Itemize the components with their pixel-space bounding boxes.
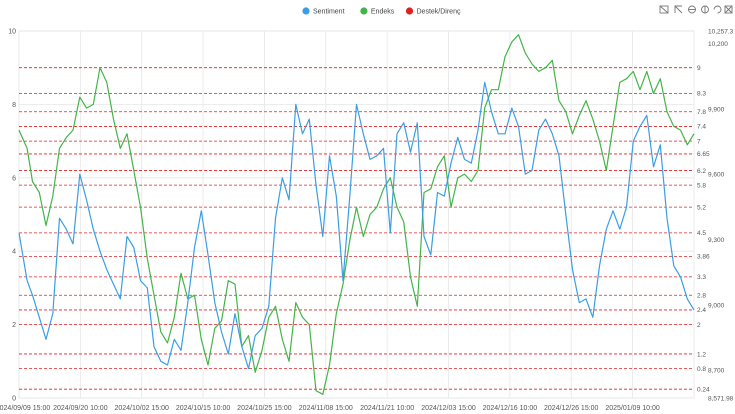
grid <box>18 30 695 399</box>
plot-frame <box>18 30 695 399</box>
data-view-icon[interactable] <box>701 5 709 14</box>
restore-icon[interactable] <box>688 5 696 14</box>
y-left-tick-label: 6 <box>12 175 16 182</box>
legend[interactable]: Sentiment Endeks Destek/Direnç <box>302 7 461 16</box>
y-right-tick-label: 8,700 <box>708 368 725 375</box>
support-resistance-label: 5.2 <box>697 204 706 211</box>
support-resistance-label: 0.8 <box>697 366 706 373</box>
y-right-tick-label: 9,300 <box>708 237 725 244</box>
x-tick-label: 2024/09/20 10:00 <box>53 405 108 412</box>
legend-marker[interactable] <box>405 7 414 15</box>
y-right-tick-label: 9,600 <box>708 172 725 179</box>
series-line-endeks <box>18 34 695 395</box>
support-resistance-label: 5.8 <box>697 182 706 189</box>
legend-label[interactable]: Destek/Direnç <box>417 9 461 16</box>
y-left-tick-label: 0 <box>12 396 16 403</box>
support-resistance-label: 9 <box>697 65 701 72</box>
y-right-tick-label: 8,571.98 <box>708 396 734 403</box>
y-left-tick-label: 4 <box>12 249 16 256</box>
support-resistance-label: 7 <box>697 138 701 145</box>
toolbox[interactable] <box>659 5 733 14</box>
x-tick-label: 2024/12/03 15:00 <box>421 405 476 412</box>
support-resistance-label: 4.5 <box>697 230 706 237</box>
support-resistance-label: 3.86 <box>697 254 710 261</box>
support-resistance-label: 2 <box>697 322 701 329</box>
support-resistance-label: 1.2 <box>697 351 706 358</box>
support-resistance-label: 2.4 <box>697 307 706 314</box>
x-tick-label: 2024/12/26 15:00 <box>544 405 599 412</box>
y-left-tick-label: 8 <box>12 102 16 109</box>
axes: 2024/09/09 15:00 2024/09/20 10:00 2024/10/… <box>0 29 734 413</box>
x-tick-label: 2024/09/09 15:00 <box>0 405 50 412</box>
x-tick-label: 2024/10/02 15:00 <box>114 405 169 412</box>
y-left-tick-label: 10 <box>8 29 16 36</box>
x-tick-label: 2025/01/09 10:00 <box>605 405 660 412</box>
support-resistance-label: 7.4 <box>697 124 706 131</box>
x-tick-label: 2024/10/15 10:00 <box>176 405 231 412</box>
x-tick-label: 2024/11/21 10:00 <box>360 405 414 412</box>
support-resistance-label: 6.65 <box>697 151 710 158</box>
y-right-tick-label: 10,257.3 <box>708 29 734 36</box>
y-right-tick-label: 9,000 <box>708 302 725 309</box>
support-resistance-label: 0.24 <box>697 386 710 393</box>
series-group <box>18 34 695 395</box>
y-left-tick-label: 2 <box>12 322 16 329</box>
legend-marker[interactable] <box>360 7 368 15</box>
zoom-reset-icon[interactable] <box>674 5 683 14</box>
series-line-sentiment <box>18 81 695 370</box>
support-resistance-label: 6.2 <box>697 168 706 175</box>
legend-label[interactable]: Sentiment <box>313 9 345 16</box>
legend-marker[interactable] <box>302 7 310 15</box>
legend-label[interactable]: Endeks <box>371 9 395 16</box>
save-image-icon[interactable] <box>724 5 733 14</box>
support-resistance-label: 7.8 <box>697 109 706 116</box>
x-tick-label: 2024/10/25 15:00 <box>237 405 292 412</box>
x-tick-label: 2024/12/16 10:00 <box>483 405 538 412</box>
support-resistance-label: 8.3 <box>697 91 706 98</box>
support-resistance-lines <box>19 67 694 390</box>
y-right-tick-label: 10,200 <box>708 41 728 48</box>
refresh-icon[interactable] <box>713 5 722 14</box>
zoom-icon[interactable] <box>659 5 669 14</box>
y-right-tick-label: 9,900 <box>708 106 725 113</box>
x-tick-label: 2024/11/08 15:00 <box>299 405 353 412</box>
support-resistance-label: 3.3 <box>697 274 706 281</box>
support-resistance-label: 2.8 <box>697 293 706 300</box>
